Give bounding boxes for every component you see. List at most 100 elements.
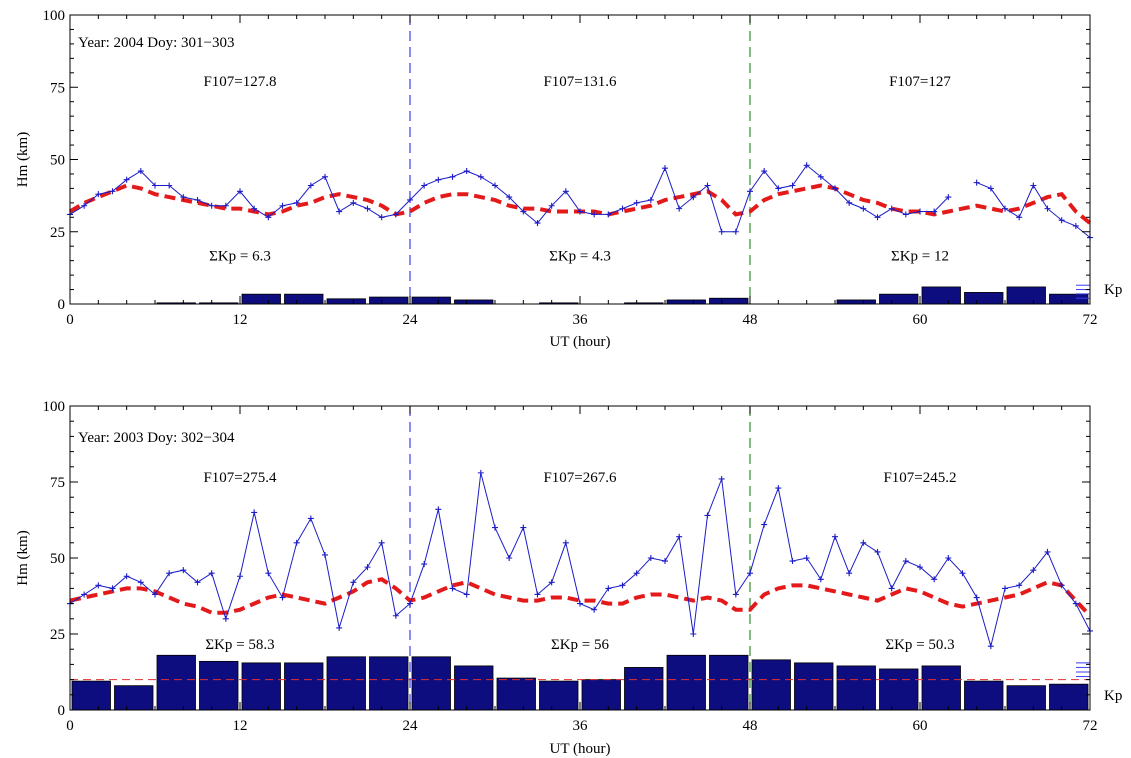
kp-bar xyxy=(369,656,409,711)
observed-point xyxy=(322,173,328,180)
observed-point xyxy=(619,205,626,212)
kp-bar xyxy=(964,680,1004,711)
x-tick-label: 36 xyxy=(573,718,589,734)
observed-point xyxy=(1044,548,1051,555)
observed-point xyxy=(421,561,428,568)
chart-panel-1: 0 12 24 36 48 60 72 0 25 50 75 100 UT (hour) Hm (km) Y… xyxy=(15,8,1122,350)
kp-bar xyxy=(879,668,919,711)
observed-point xyxy=(775,485,782,492)
observed-point xyxy=(506,194,513,201)
observed-point xyxy=(591,211,598,218)
x-tick-label: 12 xyxy=(233,312,248,328)
observed-point xyxy=(81,591,88,598)
observed-point xyxy=(577,208,583,215)
x-tick-label: 24 xyxy=(403,312,419,328)
observed-point xyxy=(718,228,725,235)
kp-sum-label: ΣKp = 4.3 xyxy=(549,249,611,265)
x-tick-label: 48 xyxy=(743,312,758,328)
observed-point xyxy=(775,185,782,192)
x-tick-label: 36 xyxy=(573,312,589,328)
observed-point xyxy=(95,582,102,589)
f107-label: F107=275.4 xyxy=(203,470,277,486)
kp-bar xyxy=(284,293,324,305)
observed-point xyxy=(761,521,768,528)
y-tick-label: 75 xyxy=(50,80,65,96)
observed-point xyxy=(832,185,838,192)
observed-point xyxy=(846,199,853,206)
observed-point xyxy=(109,585,116,592)
observed-point xyxy=(1002,585,1008,592)
observed-point xyxy=(222,202,229,209)
observed-point xyxy=(251,205,258,212)
observed-point xyxy=(251,509,258,516)
observed-point xyxy=(747,570,753,577)
kp-bar xyxy=(326,298,366,305)
observed-point xyxy=(704,512,711,519)
observed-point xyxy=(803,162,810,169)
observed-point xyxy=(364,205,371,212)
observed-point xyxy=(492,524,498,531)
kp-bar xyxy=(454,665,494,711)
observed-point xyxy=(392,612,399,619)
observed-point xyxy=(477,469,484,476)
observed-point xyxy=(662,165,668,172)
observed-point xyxy=(520,208,527,215)
observed-point xyxy=(293,199,300,206)
kp-axis-label: Kp xyxy=(1104,282,1122,298)
x-tick-label: 72 xyxy=(1083,312,1098,328)
observed-point xyxy=(463,591,470,598)
model-series-line xyxy=(68,183,1092,225)
f107-label: F107=131.6 xyxy=(543,74,617,90)
kp-bar xyxy=(114,685,154,711)
kp-bar xyxy=(411,656,451,711)
observed-point xyxy=(690,194,697,201)
kp-bar xyxy=(794,662,834,711)
observed-point xyxy=(166,182,173,189)
y-tick-label: 100 xyxy=(43,8,66,24)
observed-point xyxy=(95,191,102,198)
observed-point xyxy=(718,475,725,482)
observed-point xyxy=(917,208,923,215)
kp-bar xyxy=(284,662,324,711)
model-series-line xyxy=(69,577,1092,618)
f107-label: F107=267.6 xyxy=(543,470,617,486)
kp-bar xyxy=(709,654,749,711)
kp-bar xyxy=(751,659,791,711)
kp-bar xyxy=(921,286,961,305)
observed-point xyxy=(832,533,838,540)
observed-point xyxy=(307,182,314,189)
observed-point xyxy=(322,551,328,558)
observed-point xyxy=(392,211,399,218)
observed-point xyxy=(534,220,541,227)
observed-point xyxy=(449,173,456,180)
x-tick-label: 60 xyxy=(913,718,928,734)
observed-point xyxy=(208,570,215,577)
f107-label: F107=127.8 xyxy=(203,74,276,90)
observed-point xyxy=(591,606,598,613)
f107-label: F107=245.2 xyxy=(883,470,956,486)
observed-series-line xyxy=(69,472,1091,649)
x-tick-label: 0 xyxy=(66,312,74,328)
observed-point xyxy=(562,188,569,195)
kp-bar xyxy=(1006,286,1046,305)
observed-point xyxy=(732,228,739,235)
y-tick-label: 100 xyxy=(43,399,66,415)
kp-bar xyxy=(666,654,706,711)
observed-point xyxy=(945,555,952,561)
observed-point xyxy=(407,196,413,203)
observed-point xyxy=(577,600,583,607)
x-axis-label: UT (hour) xyxy=(550,334,611,350)
observed-point xyxy=(789,558,796,565)
observed-point xyxy=(1002,205,1008,212)
observed-point xyxy=(605,211,612,218)
observed-point xyxy=(931,208,938,215)
kp-bar xyxy=(454,299,494,305)
kp-sum-label: ΣKp = 58.3 xyxy=(205,637,274,653)
observed-point xyxy=(704,182,711,189)
x-tick-label: 12 xyxy=(233,718,248,734)
observed-point xyxy=(633,199,640,206)
observed-point xyxy=(888,205,895,212)
observed-point xyxy=(987,643,994,650)
kp-bar xyxy=(539,680,579,711)
